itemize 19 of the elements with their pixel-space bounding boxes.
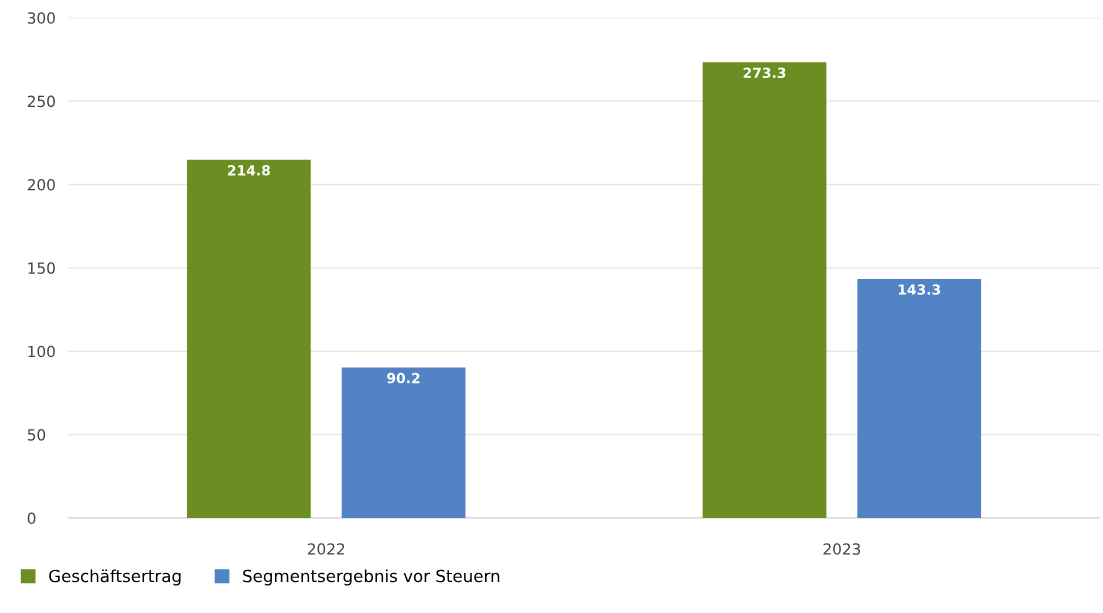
data-label: 90.2: [387, 372, 420, 384]
y-tick-label: 0: [27, 512, 36, 525]
bar: [857, 279, 982, 518]
data-label: 214.8: [228, 165, 270, 176]
data-label: 273.3: [743, 67, 786, 79]
x-tick-label: 2022: [307, 543, 345, 555]
x-tick-label: 2023: [823, 543, 861, 555]
y-tick-label: 100: [28, 345, 55, 358]
data-label: 143.3: [898, 284, 941, 295]
legend-label: Geschäftsertrag: [49, 569, 181, 586]
y-tick-label: 200: [27, 178, 55, 191]
bar: [341, 367, 466, 518]
y-tick-label: 50: [27, 429, 46, 441]
y-tick-label: 250: [27, 95, 55, 108]
bar: [702, 62, 827, 518]
legend-label: Segmentsergebnis vor Steuern: [243, 569, 500, 586]
y-tick-label: 150: [28, 262, 55, 274]
y-tick-label: 300: [27, 12, 55, 24]
bar: [186, 159, 311, 518]
